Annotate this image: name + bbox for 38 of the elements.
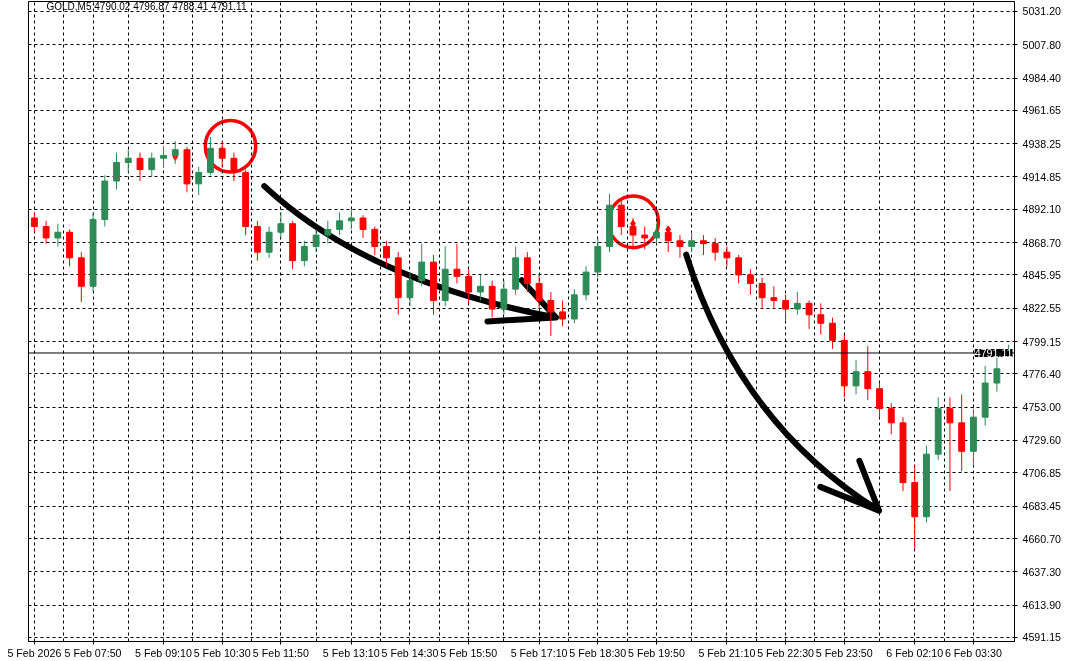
x-tick-label: 5 Feb 19:50 [628,646,685,659]
y-tick-label: 4776.40 [1022,367,1062,380]
chart-title: GOLD,M5 4790.02 4796.87 4788.41 4791.11 [46,0,247,12]
y-tick-label: 4892.10 [1022,203,1062,216]
x-tick-label: 6 Feb 03:30 [944,646,1002,659]
y-tick-label: 4845.95 [1022,268,1062,281]
ref-line-label: 4791.11 [974,346,1013,359]
x-tick-label: 6 Feb 02:10 [886,646,944,659]
y-tick-label: 4591.15 [1022,631,1062,644]
x-tick-label: 5 Feb 07:50 [64,646,122,659]
y-tick-label: 4729.60 [1022,434,1062,447]
y-tick-label: 4753.00 [1022,401,1062,414]
x-tick-label: 5 Feb 23:50 [815,646,873,659]
x-tick-label: 5 Feb 15:50 [440,646,498,659]
x-tick-label: 5 Feb 22:30 [757,646,815,659]
y-tick-label: 4822.55 [1022,302,1062,315]
x-tick-label: 5 Feb 10:30 [193,646,251,659]
x-tick-label: 5 Feb 17:10 [510,646,568,659]
y-tick-label: 4683.45 [1022,500,1062,513]
y-tick-label: 5031.20 [1022,5,1062,18]
x-tick-label: 5 Feb 2026 [7,646,62,659]
x-tick-label: 5 Feb 14:30 [381,646,439,659]
y-tick-label: 4961.65 [1022,104,1062,117]
y-tick-label: 4914.85 [1022,170,1062,183]
x-tick-label: 5 Feb 09:10 [135,646,192,659]
x-tick-label: 5 Feb 18:30 [569,646,627,659]
y-tick-label: 4613.90 [1022,599,1062,612]
x-tick-label: 5 Feb 11:50 [252,646,309,659]
y-tick-label: 4938.25 [1022,137,1062,150]
x-tick-label: 5 Feb 13:10 [322,646,380,659]
y-tick-label: 4637.30 [1022,565,1062,578]
y-tick-label: 4799.15 [1022,335,1062,348]
y-tick-label: 4868.70 [1022,236,1062,249]
y-tick-label: 4660.70 [1022,532,1062,545]
y-tick-label: 4706.85 [1022,466,1062,479]
x-tick-label: 5 Feb 21:10 [698,646,756,659]
y-tick-label: 5007.80 [1022,38,1062,51]
y-tick-label: 4984.40 [1022,72,1062,85]
